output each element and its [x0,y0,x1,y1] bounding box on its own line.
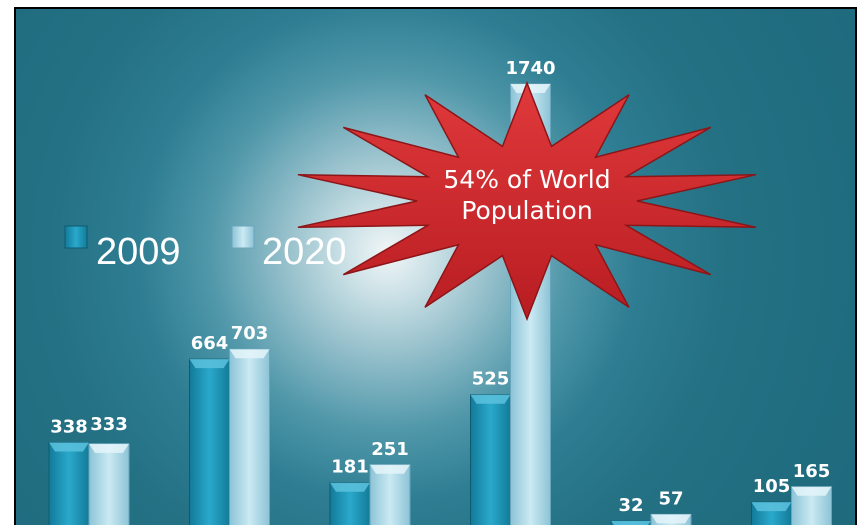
callout-line-1: 54% of World [443,165,610,194]
bar-2009-3 [470,394,511,525]
data-label-2020-0: 333 [90,414,128,435]
data-label-2009-5: 105 [753,476,791,497]
bar-2009-2 [329,482,371,525]
bar-2009-4 [610,520,652,525]
bar-2009-0 [48,442,90,525]
data-label-2009-4: 32 [618,495,643,516]
data-label-2009-0: 338 [50,417,88,438]
world-population-callout: 54% of World Population [297,80,757,322]
bar-2020-2 [369,464,411,525]
legend-label-2020: 2020 [262,231,347,273]
legend-swatch-2020 [231,225,255,249]
data-label-2020-2: 251 [371,439,409,460]
bar-2020-4 [650,513,692,525]
bar-2009-5 [751,501,792,525]
starburst-shape [297,80,757,322]
legend: 2009 2020 [64,225,347,273]
bar-2020-0 [88,443,130,525]
data-label-2020-5: 165 [793,461,831,482]
bar-2020-1 [229,348,270,525]
data-label-2020-3: 1740 [505,58,555,79]
legend-label-2009: 2009 [96,231,181,273]
data-label-2020-1: 703 [231,323,269,344]
legend-swatch-2009 [64,225,88,249]
data-label-2009-1: 664 [191,333,229,354]
population-bar-chart: 338 664 181 525 32 105 333 703 251 1740 57 165 2009… [48,58,832,525]
data-label-2009-3: 525 [472,369,510,390]
callout-line-2: Population [461,196,592,225]
bar-2020-5 [791,486,832,525]
bar-2009-1 [189,358,230,525]
data-label-2009-2: 181 [331,457,369,478]
data-label-2020-4: 57 [658,488,683,509]
chart-frame: 338 664 181 525 32 105 333 703 251 1740 57 165 2009… [14,7,857,525]
